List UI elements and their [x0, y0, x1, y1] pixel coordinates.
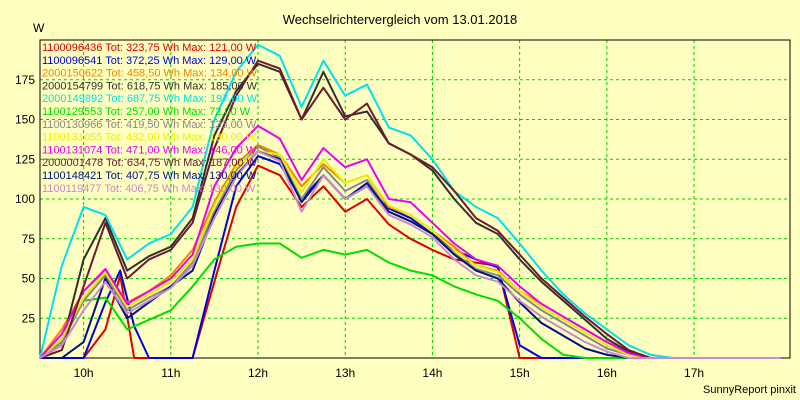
x-tick-label: 13h	[335, 366, 355, 380]
y-tick-label: 150	[15, 113, 35, 127]
legend-entry-1100129553: 1100129553 Tot: 257,00 Wh Max: 72,00 W	[42, 106, 251, 118]
legend-entry-1100119477: 1100119477 Tot: 406,75 Wh Max: 130,00 W	[42, 183, 256, 195]
y-tick-label: 125	[15, 152, 35, 166]
x-tick-label: 10h	[74, 366, 94, 380]
y-axis-unit-label: W	[33, 21, 45, 35]
legend: 1100096436 Tot: 323,75 Wh Max: 121,00 W1…	[42, 42, 258, 195]
y-tick-label: 100	[15, 192, 35, 206]
plot-frame	[39, 39, 791, 359]
legend-entry-2000149892: 2000149892 Tot: 687,75 Wh Max: 197,00 W	[42, 93, 258, 105]
x-tick-label: 12h	[248, 366, 268, 380]
axis-tick-labels: 25 50 75 100 125 150 175 10h 11h 12h 13h 14h 15h 16h 1…	[15, 73, 704, 380]
series-line-2000149892	[39, 43, 782, 359]
series-lines	[39, 43, 782, 359]
legend-entry-1100148421: 1100148421 Tot: 407,75 Wh Max: 130,00 W	[42, 170, 257, 182]
footer-credit: SunnyReport pinxit	[703, 384, 796, 396]
y-tick-label: 175	[15, 73, 35, 87]
legend-entry-1100131074: 1100131074 Tot: 471,00 Wh Max: 146,00 W	[42, 144, 257, 156]
y-tick-label: 50	[22, 272, 36, 286]
y-tick-label: 75	[22, 232, 36, 246]
x-tick-label: 17h	[684, 366, 704, 380]
legend-entry-1100131055: 1100131055 Tot: 432,00 Wh Max: 130,00 W	[42, 132, 257, 144]
legend-entry-1100130966: 1100130966 Tot: 419,50 Wh Max: 133,00 W	[42, 119, 257, 131]
x-tick-label: 11h	[161, 366, 180, 380]
grid-lines	[40, 40, 790, 358]
legend-entry-1100096541: 1100096541 Tot: 372,25 Wh Max: 129,00 W	[42, 55, 257, 67]
legend-entry-2000001478: 2000001478 Tot: 634,75 Wh Max: 187,00 W	[42, 157, 258, 169]
x-tick-label: 14h	[422, 366, 442, 380]
x-tick-label: 16h	[597, 366, 617, 380]
chart-title: Wechselrichtervergleich vom 13.01.2018	[283, 12, 518, 27]
y-tick-label: 25	[22, 311, 36, 325]
x-tick-label: 15h	[510, 366, 530, 380]
legend-entry-2000150622: 2000150622 Tot: 458,50 Wh Max: 134,00 W	[42, 68, 258, 80]
legend-entry-1100096436: 1100096436 Tot: 323,75 Wh Max: 121,00 W	[42, 42, 257, 54]
series-line-1100119477	[39, 150, 782, 359]
legend-entry-2000154799: 2000154799 Tot: 618,75 Wh Max: 185,00 W	[42, 80, 258, 92]
